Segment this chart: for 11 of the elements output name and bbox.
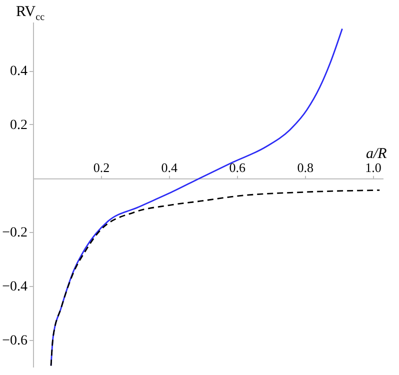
y-tick-label: 0.4 [10,64,28,80]
x-tick-label: 0.6 [229,160,246,175]
y-tick-label: −0.2 [2,226,28,241]
y-axis-title: RV$_{cc}$ [16,4,45,23]
x-tick-label: 0.2 [93,160,110,175]
x-tick-label: 0.8 [297,160,314,175]
x-tick-label: 0.4 [161,160,178,175]
y-tick-label: −0.6 [2,334,28,349]
y-tick-label: −0.4 [2,280,28,295]
line-series [50,189,380,366]
y-tick-label: 0.2 [10,118,28,133]
